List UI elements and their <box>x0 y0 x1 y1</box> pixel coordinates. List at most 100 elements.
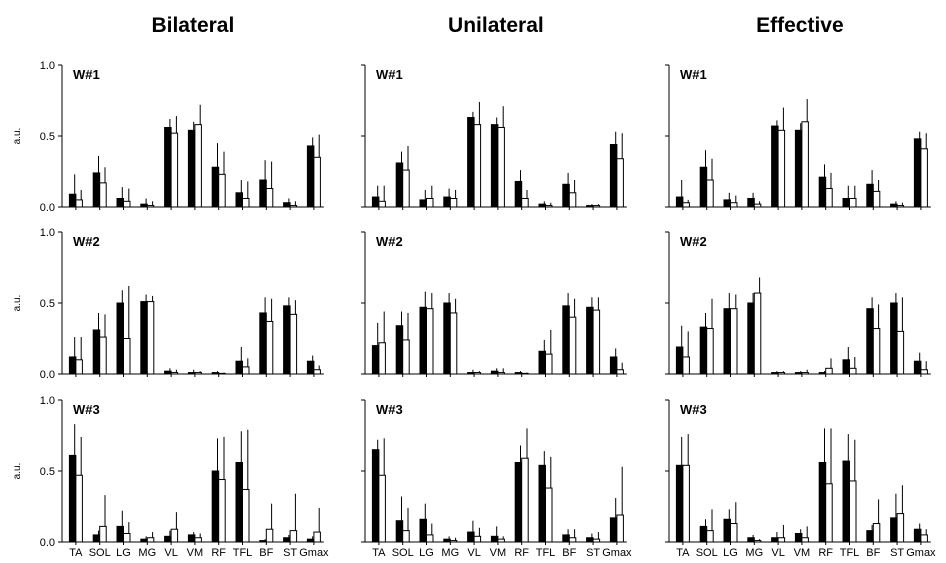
bar-open-SOL <box>99 525 107 543</box>
category-label-BF: BF <box>259 547 273 558</box>
bar-filled-ST <box>586 306 594 375</box>
bar-filled-SOL <box>92 329 101 375</box>
bar-open-MG <box>146 205 155 208</box>
bar-filled-VL <box>467 117 475 208</box>
y-tick-label: 0.5 <box>40 466 55 478</box>
bar-open-Gmax <box>616 158 624 208</box>
bar-filled-TA <box>371 196 380 208</box>
bar-open-RF <box>218 372 226 375</box>
bar-open-BF <box>568 537 577 543</box>
bar-filled-BF <box>866 530 874 543</box>
bar-filled-BF <box>866 183 874 208</box>
bar-open-MG <box>449 540 458 543</box>
bar-filled-RF <box>514 372 523 375</box>
bar-open-MG <box>449 197 458 208</box>
y-axis-label: a.u. <box>12 463 23 480</box>
category-label-ST: ST <box>890 547 904 558</box>
bar-open-BF <box>265 320 274 375</box>
bar-open-RF <box>218 173 226 208</box>
bar-open-ST <box>289 530 298 543</box>
bar-filled-MG <box>443 196 451 208</box>
bar-open-MG <box>146 301 155 375</box>
bar-filled-SOL <box>699 525 708 543</box>
category-label-MG: MG <box>745 547 763 558</box>
bar-filled-LG <box>419 306 427 375</box>
bar-open-SOL <box>402 169 410 208</box>
bar-filled-ST <box>890 302 898 375</box>
category-label-LG: LG <box>723 547 738 558</box>
bar-filled-TFL <box>842 460 850 543</box>
category-label-TFL: TFL <box>840 547 860 558</box>
bar-open-LG <box>123 338 131 375</box>
bar-filled-BF <box>259 540 267 543</box>
y-tick-label: 0.5 <box>40 131 55 143</box>
bar-open-VM <box>194 372 202 375</box>
bar-filled-Gmax <box>609 356 618 375</box>
bar-open-TA <box>682 356 690 375</box>
bar-filled-BF <box>562 534 570 543</box>
bar-filled-VM <box>490 370 499 375</box>
category-label-TFL: TFL <box>233 547 253 558</box>
bar-filled-LG <box>723 518 731 543</box>
bar-open-Gmax <box>313 531 321 543</box>
bar-open-ST <box>592 205 601 208</box>
y-tick-label: 0.0 <box>40 202 55 214</box>
bar-open-VL <box>473 124 482 208</box>
bar-open-VM <box>497 538 505 543</box>
bar-open-LG <box>123 532 131 543</box>
bar-open-VL <box>473 372 482 375</box>
bar-filled-LG <box>116 302 124 375</box>
y-tick-label: 0.0 <box>40 537 55 549</box>
row-label: W#1 <box>680 67 707 82</box>
bar-open-ST <box>289 205 298 208</box>
bar-open-RF <box>825 188 833 208</box>
bar-open-MG <box>146 537 155 543</box>
panel-title-1: Unilateral <box>448 14 544 37</box>
bar-filled-RF <box>211 470 220 543</box>
bar-open-TFL <box>849 197 857 208</box>
bar-open-MG <box>753 540 762 543</box>
bar-filled-Gmax <box>609 144 618 208</box>
bar-open-VM <box>801 372 809 375</box>
bar-open-SOL <box>99 182 107 208</box>
bar-filled-VM <box>490 535 499 543</box>
bar-filled-TFL <box>842 359 850 375</box>
category-label-VL: VL <box>771 547 784 558</box>
bar-filled-BF <box>259 312 267 375</box>
bar-filled-VL <box>771 372 779 375</box>
category-label-MG: MG <box>441 547 459 558</box>
row-label: W#3 <box>376 402 403 417</box>
bar-filled-Gmax <box>306 360 315 375</box>
bar-filled-LG <box>723 308 731 375</box>
bar-open-ST <box>896 330 905 375</box>
category-label-VM: VM <box>794 547 811 558</box>
bar-open-VM <box>194 537 202 543</box>
bar-open-SOL <box>402 530 410 543</box>
bar-filled-SOL <box>395 162 404 208</box>
bar-filled-TFL <box>538 203 546 208</box>
bar-filled-TFL <box>538 464 546 543</box>
bar-filled-LG <box>419 518 427 543</box>
bar-filled-TA <box>68 454 77 543</box>
category-label-VL: VL <box>164 547 177 558</box>
bar-open-VM <box>194 124 202 208</box>
bar-filled-Gmax <box>913 528 922 543</box>
bar-open-Gmax <box>313 156 321 208</box>
bar-open-RF <box>521 372 529 375</box>
category-label-LG: LG <box>116 547 131 558</box>
bar-filled-TA <box>675 196 684 208</box>
bar-filled-LG <box>723 199 731 208</box>
bar-filled-VM <box>187 534 196 543</box>
bar-filled-ST <box>283 305 291 375</box>
bar-open-MG <box>753 203 762 208</box>
bar-filled-TFL <box>235 360 243 375</box>
bar-open-SOL <box>402 339 410 375</box>
bar-open-Gmax <box>616 369 624 375</box>
bar-open-TFL <box>545 353 553 375</box>
bar-open-BF <box>872 523 881 543</box>
category-label-LG: LG <box>419 547 434 558</box>
bar-open-VM <box>497 126 505 208</box>
bar-filled-BF <box>562 183 570 208</box>
bar-filled-RF <box>211 166 220 208</box>
